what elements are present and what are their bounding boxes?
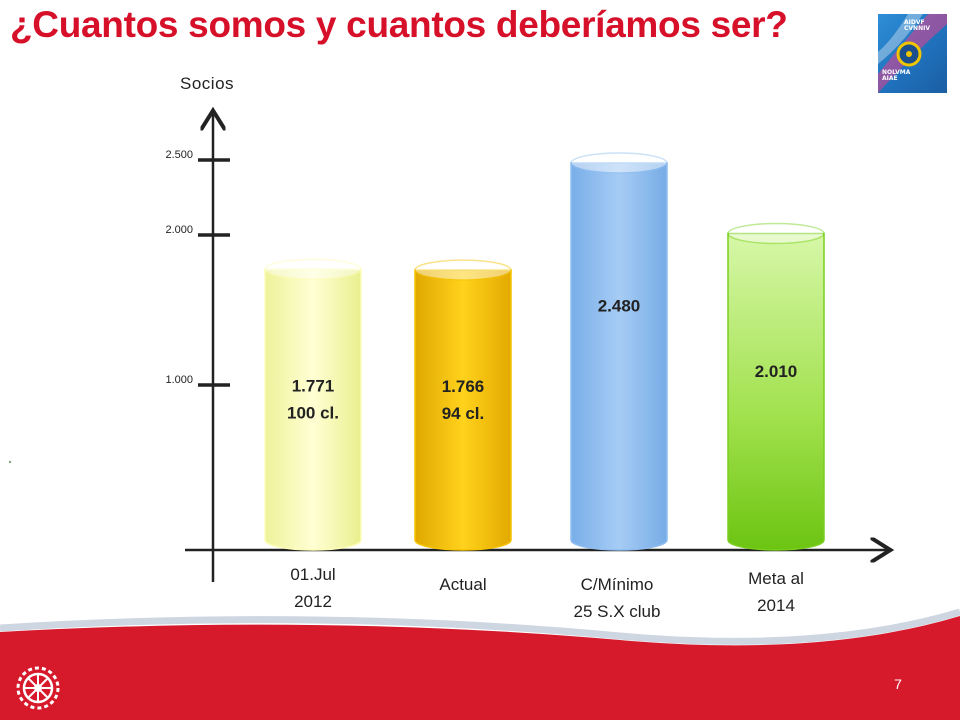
bar-top <box>264 258 362 281</box>
y-tick-label: 1.000 <box>165 374 193 386</box>
bar-value-label: 2.010 <box>755 362 798 381</box>
bar <box>414 259 512 551</box>
slide-number: 7 <box>894 676 902 692</box>
y-axis-label: Socios <box>180 74 235 93</box>
logo-top-text: AIDVF CVNNIV <box>904 19 930 32</box>
bar-top <box>414 259 512 281</box>
bar-value-label: 1.766 94 cl. <box>442 377 485 423</box>
bar <box>570 152 668 551</box>
bar-body <box>570 162 668 551</box>
bar-value-label: 1.771 100 cl. <box>287 377 339 423</box>
bar-top <box>727 222 825 245</box>
bar-value-label: 2.480 <box>598 297 641 316</box>
bar <box>264 258 362 551</box>
y-tick-label: 2.500 <box>165 149 193 161</box>
bar-body <box>264 268 362 551</box>
category-label: Actual <box>439 575 486 594</box>
slide-title: ¿Cuantos somos y cuantos deberíamos ser? <box>10 4 788 45</box>
stray-dot <box>8 460 12 464</box>
rotary-gear-icon <box>878 14 947 93</box>
rotary-wheel-icon <box>16 666 60 710</box>
category-label: C/Mínimo 25 S.X club <box>574 575 661 621</box>
footer-band <box>0 616 960 720</box>
bar <box>727 222 825 551</box>
footer-accent-line <box>0 608 960 645</box>
bar-body <box>414 269 512 551</box>
y-tick-label: 2.000 <box>165 224 193 236</box>
bar-body <box>727 232 825 551</box>
category-label: 01.Jul 2012 <box>290 565 335 611</box>
category-label: Meta al 2014 <box>748 569 804 615</box>
bar-top <box>570 152 668 174</box>
rotary-district-logo: AIDVF CVNNIV NOLVMA AIAE <box>878 14 947 93</box>
logo-bottom-text: NOLVMA AIAE <box>882 69 911 82</box>
